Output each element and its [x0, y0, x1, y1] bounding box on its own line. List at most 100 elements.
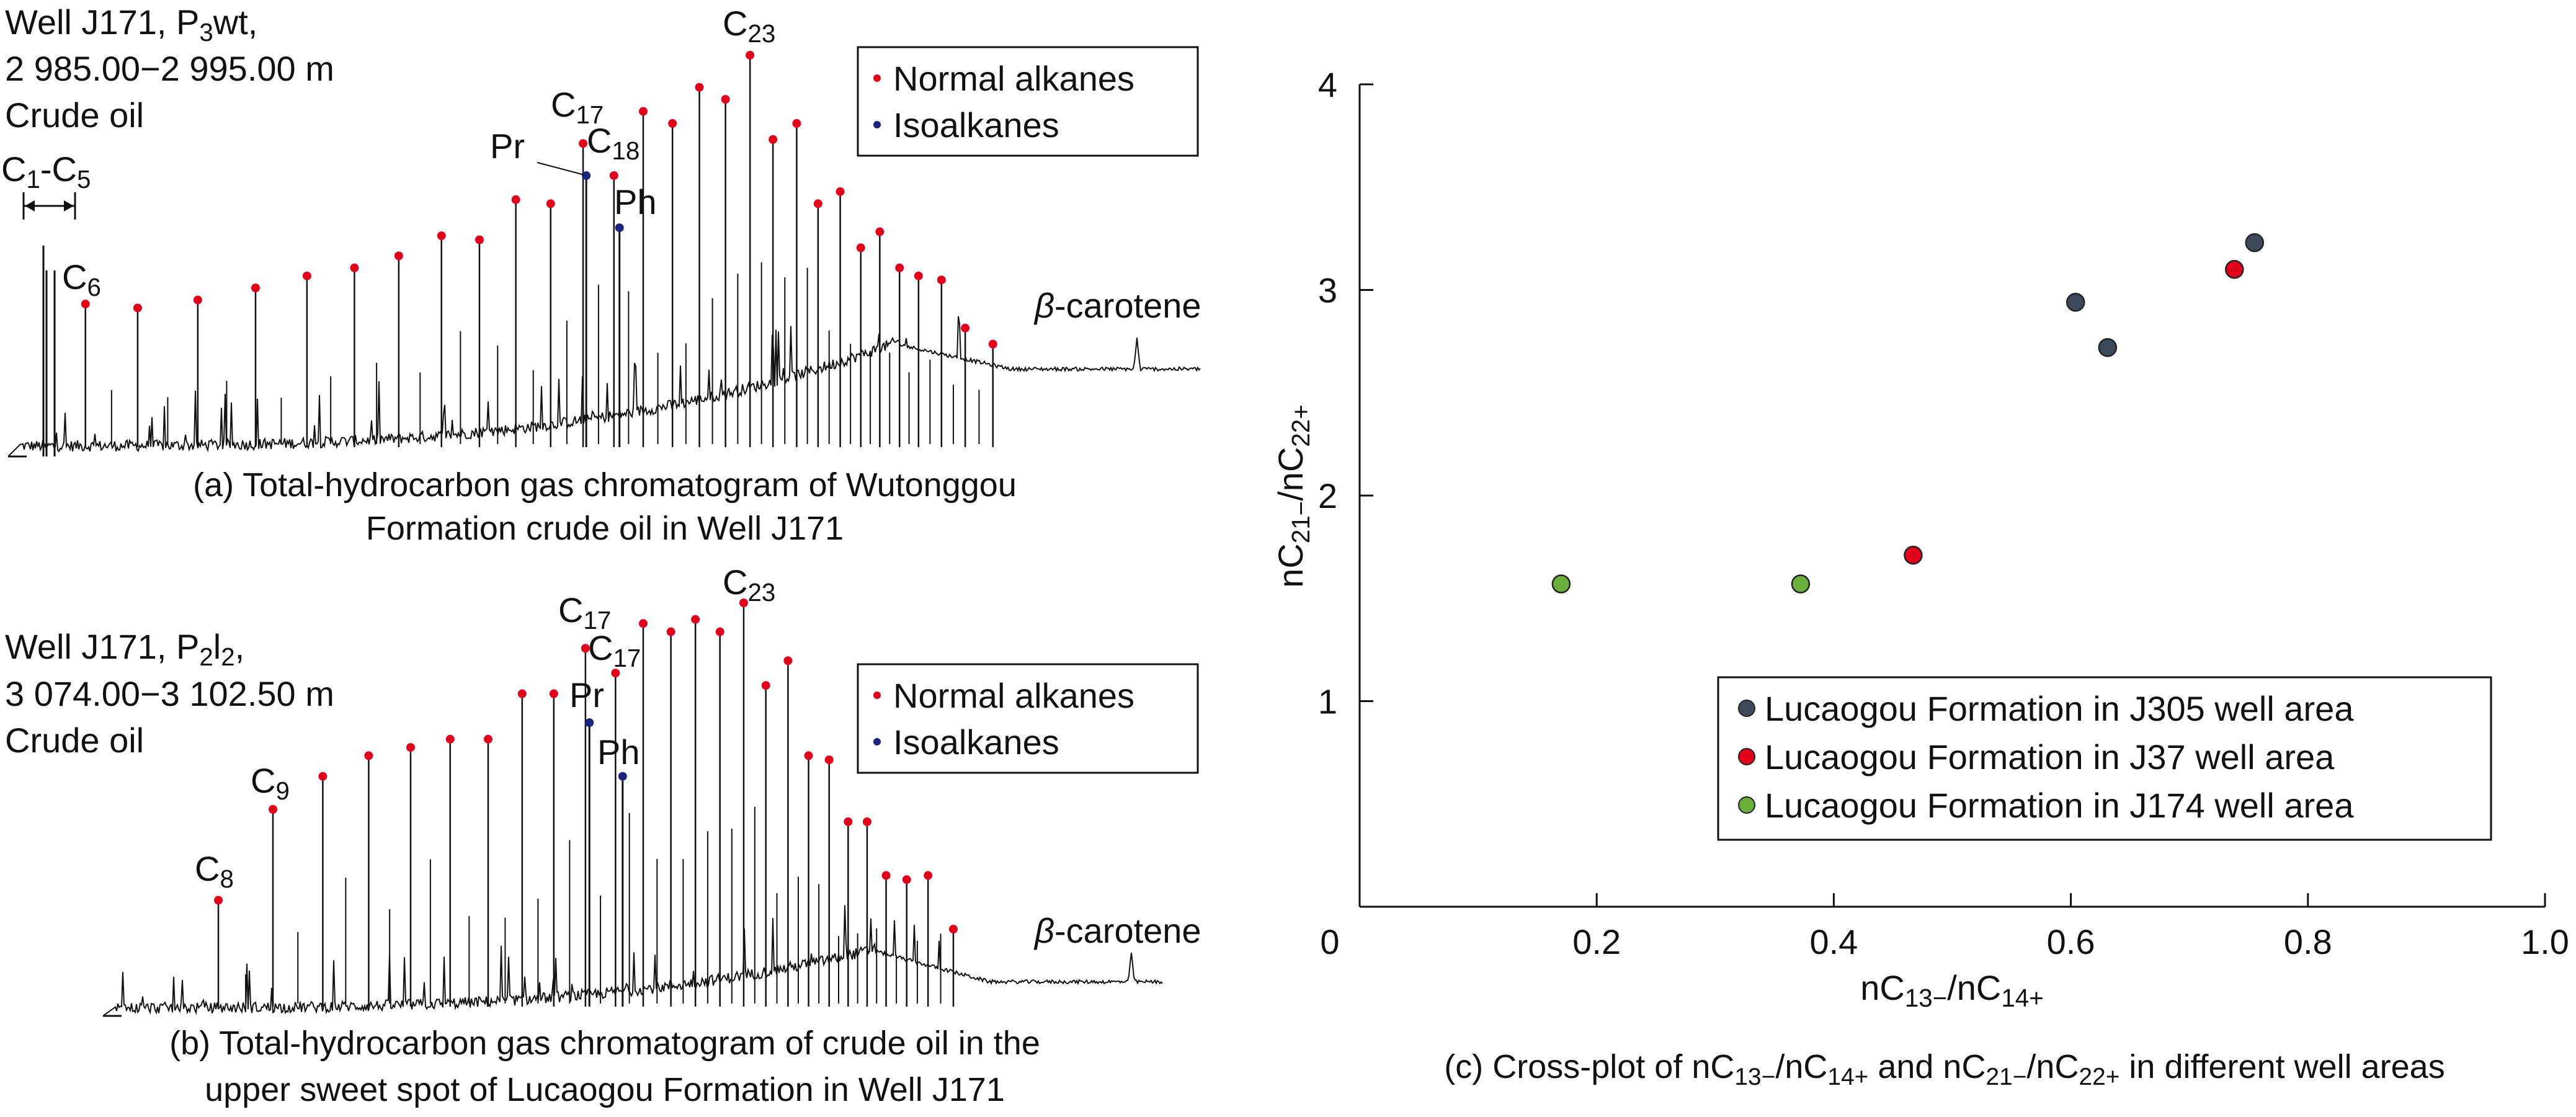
normal-alkane-marker [269, 805, 278, 814]
normal-alkane-marker [691, 615, 700, 624]
panel_b-chromatogram: Well J171, P2l2,3 074.00−3 102.50 mCrude… [5, 563, 1201, 1108]
peak-label-c8-part: 8 [220, 865, 233, 893]
peak-label-pr: Pr [490, 127, 525, 166]
normal-alkane-marker [406, 743, 415, 752]
caption-line-1: (a) Total-hydrocarbon gas chromatogram o… [193, 466, 1017, 504]
well-label-part: 2 [221, 643, 234, 671]
isoalkane-marker-pr [582, 171, 591, 180]
peak-label-c18-part: C [587, 121, 612, 160]
normal-alkane-marker [364, 751, 373, 760]
well-label: Well J171, P3wt, [5, 2, 257, 47]
scatter-legend: Lucaogou Formation in J305 well area Luca… [1717, 676, 2492, 841]
peak-label-c6: C6 [62, 257, 101, 301]
data-point-J37 [1904, 545, 1923, 565]
legend-box [857, 663, 1199, 774]
normal-alkane-marker [581, 644, 590, 653]
depth-label: 3 074.00−3 102.50 m [5, 674, 334, 713]
normal-alkane-marker [133, 303, 142, 313]
sample-label: Crude oil [5, 96, 144, 135]
normal-alkane-marker [813, 199, 822, 208]
data-point-J37 [2225, 260, 2244, 279]
legend-marker-J305 [1738, 700, 1755, 717]
peak-label-pr: Pr [569, 675, 604, 714]
isoalkane-marker-ph [618, 772, 627, 781]
peak-label-c8-part: C [195, 849, 220, 888]
x-tick-label: 1.0 [2521, 922, 2569, 961]
panel_a-chromatogram: Well J171, P3wt,2 985.00−2 995.00 mCrude… [1, 2, 1201, 547]
legend-iso-label: Isoalkanes [893, 105, 1059, 145]
peak-label-ph-part: Ph [597, 732, 640, 772]
normal-alkane-marker [746, 51, 755, 60]
isoalkane-marker-pr [585, 718, 594, 728]
peak-label-c6-part: C [62, 257, 87, 296]
x-axis-title-part: 13− [1905, 984, 1947, 1012]
beta-carotene-label-part: β [1033, 911, 1054, 950]
legend: Normal alkanes Isoalkanes [857, 46, 1199, 157]
normal-alkane-marker [251, 283, 260, 293]
normal-alkane-marker [715, 627, 724, 636]
x-axis-title-part: nC [1860, 968, 1905, 1007]
y-tick-label: 3 [1318, 271, 1337, 310]
x-tick-label: 0.6 [2047, 922, 2095, 961]
legend-iso-label: Isoalkanes [893, 723, 1059, 762]
x-tick-label: 0.2 [1572, 922, 1621, 961]
y-tick-label: 2 [1318, 476, 1337, 515]
normal-alkane-marker [483, 734, 492, 744]
arrowheads [25, 200, 74, 211]
well-label-part: Well J171, P [5, 627, 199, 666]
caption-c-part: /nC [1775, 1048, 1827, 1085]
peak-label-c17b-part: 17 [613, 644, 641, 672]
caption-c-part: 14+ [1827, 1064, 1868, 1090]
y-axis-title-part: nC [1271, 543, 1310, 588]
normal-alkane-marker [783, 656, 793, 665]
normal-alkane-marker [549, 689, 558, 698]
beta-carotene-label-part: -carotene [1054, 286, 1201, 325]
x-axis-title: nC13−/nC14+ [1860, 968, 2044, 1012]
data-point-J174 [1791, 574, 1811, 594]
legend-normal-label: Normal alkanes [893, 676, 1134, 715]
peak-label-c23: C23 [723, 4, 775, 48]
normal-alkane-marker [924, 871, 933, 880]
normal-alkane-marker [844, 817, 853, 826]
peak-label-c1c5-part: C [1, 149, 26, 189]
legend-label-J37: Lucaogou Formation in J37 well area [1765, 737, 2335, 777]
peak-label-c23: C23 [723, 563, 775, 607]
legend-box [1717, 676, 2492, 841]
normal-alkane-marker [695, 82, 704, 92]
normal-alkane-marker [792, 118, 801, 128]
normal-alkane-marker [824, 755, 834, 765]
normal-alkane-marker [445, 734, 455, 744]
legend-box [857, 46, 1199, 157]
normal-alkane-marker [638, 107, 648, 116]
peak-label-c17a-part: 17 [583, 606, 611, 634]
chromatogram-trace [102, 905, 1163, 1017]
legend-label-J305: Lucaogou Formation in J305 well area [1765, 689, 2354, 728]
normal-alkane-marker [937, 275, 946, 285]
peak-label-ph-part: Ph [614, 182, 657, 221]
normal-alkane-marker [961, 323, 970, 332]
normal-alkane-marker [914, 271, 923, 280]
well-label-part: , [235, 627, 245, 666]
normal-alkane-marker [836, 187, 845, 196]
peak-label-c8: C8 [195, 849, 234, 893]
normal-alkane-marker [214, 896, 223, 905]
normal-alkane-marker [739, 599, 748, 607]
y-tick-label: 1 [1318, 682, 1337, 721]
peak-label-c17: C17 [551, 85, 604, 129]
legend-normal-label: Normal alkanes [893, 59, 1134, 98]
caption-line-2: upper sweet spot of Lucaogou Formation i… [205, 1071, 1005, 1108]
peak-label-ph: Ph [614, 182, 657, 221]
cross-plot: 0 0.2 0.4 0.6 0.8 1.01234nC13−/nC14+nC21−/nC2… [1271, 65, 2569, 1090]
caption-line-1: (b) Total-hydrocarbon gas chromatogram o… [169, 1025, 1040, 1062]
peak-label-c6-part: 6 [87, 273, 100, 301]
x-axis-title-part: /nC [1947, 968, 2001, 1007]
peak-label-ph: Ph [597, 732, 640, 772]
normal-alkane-marker [721, 95, 730, 104]
legend-marker-J174 [1738, 796, 1755, 814]
well-label-part: 2 [199, 643, 213, 671]
normal-alkane-marker [318, 772, 328, 781]
normal-alkane-marker [948, 925, 958, 934]
normal-alkane-marker [881, 871, 891, 880]
peak-label-c23-part: 23 [747, 578, 775, 607]
